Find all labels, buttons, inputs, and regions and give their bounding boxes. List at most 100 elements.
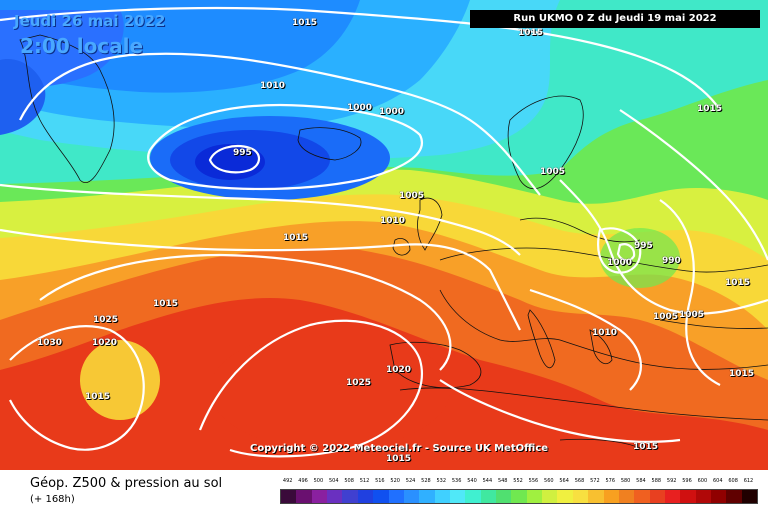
color-scale-bar <box>280 489 758 504</box>
scale-color-swatch <box>311 490 328 503</box>
forecast-date: Jeudi 26 mai 2022 <box>14 12 166 30</box>
isobar-label: 995 <box>233 148 252 158</box>
scale-color-swatch <box>726 490 742 503</box>
isobar-label: 990 <box>662 256 681 266</box>
isobar-label: 1025 <box>346 378 372 388</box>
scale-color-swatch <box>588 490 604 503</box>
isobar-label: 1015 <box>153 299 179 309</box>
isobar-label: 1005 <box>653 312 679 322</box>
isobar-label: 1015 <box>386 454 412 464</box>
scale-color-swatch <box>434 490 450 503</box>
scale-value-label: 572 <box>590 478 600 484</box>
scale-value-label: 508 <box>344 478 354 484</box>
scale-color-swatch <box>449 490 466 503</box>
scale-value-label: 520 <box>390 478 400 484</box>
scale-value-label: 612 <box>743 478 754 484</box>
scale-value-label: 524 <box>405 478 416 484</box>
scale-value-label: 544 <box>482 478 493 484</box>
scale-value-label: 556 <box>528 478 539 484</box>
scale-color-swatch <box>403 490 420 503</box>
scale-color-swatch <box>526 490 543 503</box>
scale-value-label: 564 <box>559 478 569 484</box>
scale-color-swatch <box>327 490 343 503</box>
scale-value-label: 548 <box>497 478 508 484</box>
isobar-label: 1020 <box>92 338 118 348</box>
isobar-label: 1015 <box>729 369 755 379</box>
scale-color-swatch <box>480 490 497 503</box>
isobar-label: 1015 <box>292 18 318 28</box>
scale-value-label: 592 <box>666 478 677 484</box>
scale-value-label: 596 <box>682 478 692 484</box>
scale-value-label: 512 <box>359 478 370 484</box>
scale-value-label: 584 <box>636 478 646 484</box>
scale-color-swatch <box>511 490 527 503</box>
scale-color-swatch <box>603 490 619 503</box>
scale-color-swatch <box>373 490 389 503</box>
scale-color-swatch <box>357 490 374 503</box>
forecast-hour: 2:00 locale <box>20 34 144 58</box>
scale-value-label: 568 <box>574 478 585 484</box>
isobar-label: 1010 <box>592 328 618 338</box>
isobar-label: 1015 <box>518 28 544 38</box>
scale-value-label: 588 <box>651 478 662 484</box>
scale-color-swatch <box>281 490 297 503</box>
legend-footer: Géop. Z500 & pression au sol (+ 168h) 49… <box>0 470 768 512</box>
isobar-label: 1015 <box>725 278 751 288</box>
color-scale-labels: 492 496 500 504 508 512 516 520 524 528 532 536 540 5… <box>280 478 756 488</box>
isobar-label: 1015 <box>85 392 111 402</box>
scale-value-label: 580 <box>620 478 631 484</box>
isobar-label: 1005 <box>540 167 566 177</box>
isobar-label: 1015 <box>283 233 309 243</box>
weather-map: Jeudi 26 mai 2022 2:00 locale Run UKMO 0… <box>0 0 768 470</box>
scale-value-label: 536 <box>451 478 462 484</box>
scale-color-swatch <box>465 490 481 503</box>
scale-value-label: 540 <box>467 478 477 484</box>
isobar-label: 1005 <box>399 191 425 201</box>
product-title: Géop. Z500 & pression au sol <box>30 476 223 491</box>
isobar-label: 1025 <box>93 315 119 325</box>
scale-value-label: 516 <box>375 478 385 484</box>
forecast-lead-time: (+ 168h) <box>30 494 75 505</box>
isobar-label: 1005 <box>679 310 705 320</box>
scale-color-swatch <box>618 490 635 503</box>
scale-color-swatch <box>557 490 573 503</box>
scale-value-label: 504 <box>328 478 339 484</box>
isobar-label: 995 <box>634 241 653 251</box>
scale-color-swatch <box>664 490 681 503</box>
scale-color-swatch <box>680 490 696 503</box>
scale-color-swatch <box>342 490 358 503</box>
isobar-label: 1015 <box>633 442 659 452</box>
map-graphic <box>0 0 768 470</box>
scale-value-label: 496 <box>298 478 308 484</box>
isobar-label: 1000 <box>347 103 373 113</box>
scale-color-swatch <box>572 490 589 503</box>
scale-color-swatch <box>711 490 727 503</box>
scale-value-label: 528 <box>421 478 431 484</box>
isobar-label: 1010 <box>380 216 406 226</box>
copyright-text: Copyright © 2022 Meteociel.fr - Source U… <box>250 443 549 454</box>
isobar-label: 1010 <box>260 81 286 91</box>
scale-value-label: 500 <box>313 478 324 484</box>
coastlines <box>19 34 768 449</box>
scale-color-swatch <box>695 490 712 503</box>
scale-value-label: 492 <box>282 478 293 484</box>
scale-value-label: 604 <box>712 478 723 484</box>
isobar-label: 1020 <box>386 365 412 375</box>
scale-color-swatch <box>542 490 558 503</box>
scale-color-swatch <box>496 490 512 503</box>
scale-color-swatch <box>419 490 435 503</box>
isobar-label: 1030 <box>37 338 63 348</box>
isobar-label: 1000 <box>607 258 633 268</box>
scale-value-label: 600 <box>697 478 708 484</box>
scale-color-swatch <box>741 490 758 503</box>
scale-value-label: 560 <box>544 478 554 484</box>
scale-value-label: 552 <box>513 478 523 484</box>
scale-color-swatch <box>388 490 404 503</box>
scale-value-label: 608 <box>728 478 738 484</box>
isobar-label: 1000 <box>379 107 405 117</box>
scale-value-label: 576 <box>605 478 615 484</box>
run-info: Run UKMO 0 Z du Jeudi 19 mai 2022 <box>470 10 760 28</box>
isobar-label: 1015 <box>697 104 723 114</box>
scale-color-swatch <box>634 490 650 503</box>
